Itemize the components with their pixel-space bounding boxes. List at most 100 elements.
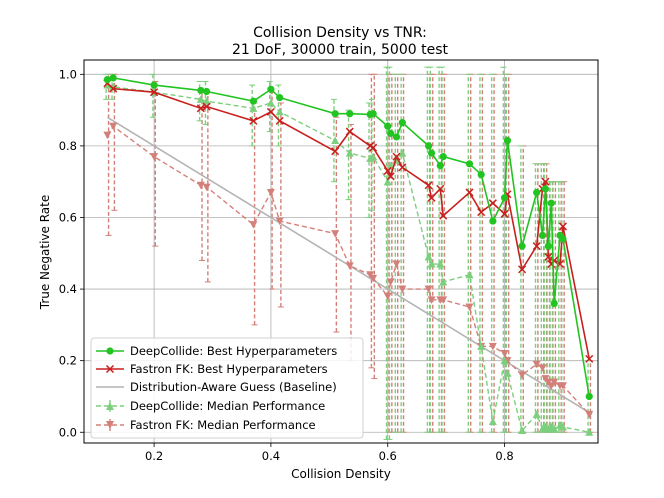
point-deepcollide-best	[518, 242, 526, 250]
point-deepcollide-best	[425, 142, 433, 150]
point-fastron-median	[345, 262, 354, 270]
point-deepcollide-median	[275, 107, 284, 116]
point-fastron-best	[386, 172, 395, 181]
point-deepcollide-median	[369, 152, 378, 161]
point-fastron-best	[196, 104, 205, 113]
point-deepcollide-best	[249, 97, 257, 105]
point-fastron-median	[369, 274, 378, 283]
point-deepcollide-median	[503, 369, 512, 377]
point-fastron-best	[398, 163, 407, 172]
point-fastron-median	[439, 296, 448, 304]
point-fastron-best	[424, 181, 433, 190]
point-deepcollide-median	[383, 177, 392, 186]
legend-marker-x	[105, 364, 115, 374]
point-fastron-median	[427, 296, 436, 304]
legend: DeepCollide: Best Hyperparameters Fastro…	[90, 337, 364, 439]
y-tick-label: 1.0	[59, 67, 77, 81]
point-deepcollide-best	[197, 86, 205, 95]
point-fastron-median	[383, 292, 392, 301]
point-fastron-median	[585, 410, 594, 419]
y-tick-label: 0.0	[59, 425, 77, 439]
point-fastron-best	[249, 116, 258, 125]
point-fastron-best	[345, 127, 354, 136]
series-layer	[103, 74, 594, 436]
legend-entry-deepcollide-best: DeepCollide: Best Hyperparameters	[96, 344, 337, 358]
point-fastron-best	[202, 102, 211, 111]
point-deepcollide-best	[103, 76, 111, 84]
point-deepcollide-best	[559, 235, 567, 243]
y-tick-label: 0.6	[59, 210, 77, 224]
axis-ticks: 0.2 0.4 0.6 0.8 0.0 0.2 0.4 0.6 0.8 1.0	[59, 67, 514, 463]
point-fastron-median	[550, 378, 559, 387]
point-deepcollide-best	[541, 185, 550, 193]
point-deepcollide-median	[465, 270, 474, 279]
x-tick-label: 0.8	[495, 449, 513, 463]
point-deepcollide-median	[585, 428, 594, 436]
point-deepcollide-best	[276, 93, 284, 102]
point-fastron-best	[436, 184, 445, 193]
point-fastron-median	[109, 122, 118, 131]
point-deepcollide-median	[424, 252, 433, 261]
point-deepcollide-median	[427, 260, 436, 268]
y-tick-label: 0.8	[59, 139, 77, 153]
point-deepcollide-best	[544, 242, 552, 250]
y-axis-label: True Negative Rate	[38, 195, 52, 311]
x-axis-label: Collision Density	[291, 467, 391, 481]
y-tick-label: 0.4	[59, 282, 77, 296]
point-deepcollide-best	[547, 199, 555, 207]
point-fastron-median	[538, 364, 547, 372]
point-deepcollide-best	[500, 194, 509, 202]
point-fastron-best	[488, 199, 497, 208]
point-fastron-median	[103, 131, 112, 140]
point-fastron-median	[202, 183, 211, 192]
point-deepcollide-median	[202, 97, 211, 105]
chart-title-line2: 21 DoF, 30000 train, 5000 test	[232, 42, 449, 58]
point-fastron-median	[465, 303, 474, 311]
x-tick-label: 0.6	[379, 449, 397, 463]
point-deepcollide-median	[488, 417, 497, 426]
point-fastron-median	[392, 260, 401, 269]
point-fastron-best	[558, 222, 567, 231]
point-fastron-best	[266, 107, 275, 116]
point-fastron-best	[585, 354, 594, 363]
point-fastron-best	[275, 116, 284, 125]
point-fastron-best	[369, 143, 378, 152]
legend-box	[90, 337, 364, 439]
point-deepcollide-median	[436, 260, 445, 268]
point-deepcollide-best	[550, 299, 558, 308]
point-deepcollide-best	[346, 110, 354, 118]
point-fastron-median	[500, 350, 509, 358]
legend-label: DeepCollide: Median Performance	[130, 399, 325, 413]
point-deepcollide-median	[196, 95, 205, 103]
point-deepcollide-best	[387, 129, 395, 137]
point-fastron-best	[477, 208, 486, 217]
point-deepcollide-median	[103, 81, 112, 89]
point-fastron-best	[465, 188, 474, 197]
legend-label: Distribution-Aware Guess (Baseline)	[130, 380, 337, 394]
point-deepcollide-best	[439, 153, 447, 161]
point-fastron-median	[424, 285, 433, 294]
point-deepcollide-best	[109, 74, 117, 82]
point-fastron-best	[150, 88, 159, 97]
y-tick-label: 0.2	[59, 354, 77, 368]
point-deepcollide-median	[345, 149, 354, 157]
point-fastron-best	[532, 242, 541, 251]
point-fastron-median	[518, 371, 527, 379]
point-fastron-best	[544, 252, 553, 261]
chart-title-line1: Collision Density vs TNR:	[253, 25, 427, 41]
point-deepcollide-median	[518, 426, 527, 434]
point-deepcollide-median	[500, 356, 509, 365]
legend-marker-circle	[106, 347, 114, 355]
legend-label: Fastron FK: Best Hyperparameters	[130, 362, 328, 376]
point-deepcollide-best	[436, 161, 444, 170]
point-deepcollide-median	[331, 136, 340, 145]
point-fastron-median	[386, 278, 395, 286]
point-fastron-median	[150, 153, 159, 161]
point-fastron-median	[331, 230, 340, 238]
legend-entry-baseline: Distribution-Aware Guess (Baseline)	[96, 380, 337, 394]
point-deepcollide-median	[532, 410, 541, 418]
point-fastron-best	[392, 152, 401, 161]
point-deepcollide-best	[538, 231, 547, 239]
point-deepcollide-median	[477, 342, 486, 350]
